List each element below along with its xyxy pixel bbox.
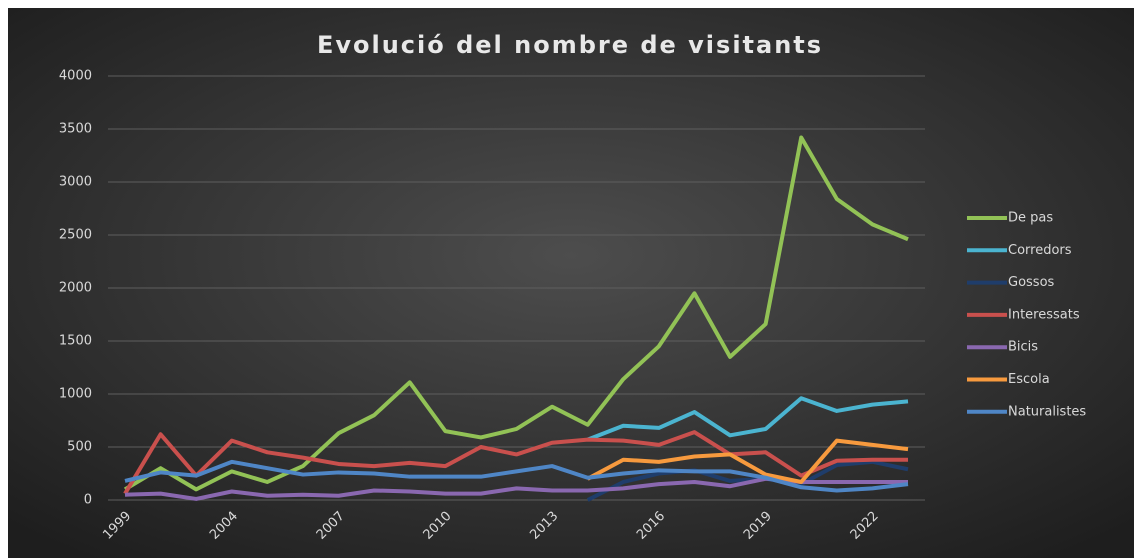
legend-label: Bicis [1008, 340, 1038, 355]
y-tick-label: 1500 [59, 334, 92, 349]
y-tick-label: 500 [67, 440, 92, 455]
y-tick-label: 2000 [59, 281, 92, 296]
legend-label: Escola [1008, 372, 1050, 387]
chart-title: Evolució del nombre de visitants [317, 31, 823, 59]
y-tick-label: 1000 [59, 387, 92, 402]
legend-label: Naturalistes [1008, 404, 1086, 419]
series-line [124, 459, 909, 493]
legend-label: Interessats [1008, 307, 1080, 322]
series-line [586, 438, 909, 484]
legend-label: De pas [1008, 211, 1053, 226]
series-line [123, 430, 908, 495]
y-tick-label: 2500 [59, 228, 92, 243]
series-line [586, 396, 909, 442]
y-tick-label: 0 [84, 493, 92, 508]
legend-label: Corredors [1008, 243, 1072, 258]
y-tick-label: 3500 [59, 122, 92, 137]
series-line [123, 135, 909, 492]
chart-background [8, 8, 1134, 558]
legend-label: Gossos [1008, 275, 1055, 290]
series-line [586, 459, 909, 502]
y-tick-label: 4000 [59, 69, 92, 84]
y-tick-label: 3000 [59, 175, 92, 190]
